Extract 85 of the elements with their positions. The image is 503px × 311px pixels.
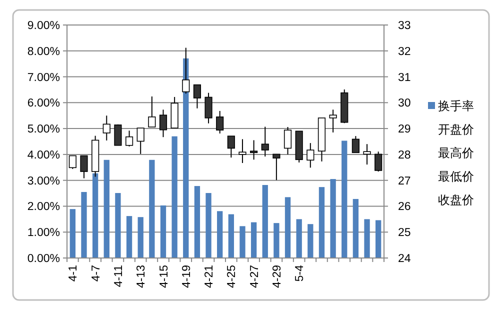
bar [115, 193, 121, 258]
candlestick [136, 128, 144, 154]
bar [160, 205, 166, 258]
bar [104, 160, 110, 258]
bar [217, 211, 223, 258]
candlestick [306, 142, 314, 168]
bar [318, 187, 325, 258]
text: 最低价 [438, 170, 474, 184]
bar [194, 186, 200, 258]
bar [206, 193, 212, 258]
x-tick-label: 4-11 [112, 265, 125, 288]
bar [172, 136, 178, 258]
candlestick [193, 84, 201, 109]
bar [296, 219, 302, 258]
y-tick-label: 0.00% [27, 253, 60, 266]
x-tick-label: 4-27 [248, 265, 261, 288]
bar [308, 224, 314, 258]
candlestick [216, 110, 224, 134]
candlestick [80, 155, 88, 179]
candlestick [148, 96, 156, 128]
y2-tick-label: 28 [398, 149, 411, 162]
bar [250, 222, 257, 258]
y-tick-label: 8.00% [27, 46, 60, 58]
candlestick [182, 47, 190, 94]
x-tick-label: 5-4 [294, 264, 306, 282]
candlestick [374, 151, 382, 172]
bar [342, 140, 348, 258]
bar [262, 184, 268, 258]
y-tick-label: 3.00% [27, 175, 60, 188]
y-tick-label: 5.00% [27, 124, 60, 136]
text: 开盘价 [438, 122, 474, 137]
y2-tick-label: 29 [398, 124, 411, 136]
y-tick-label: 9.00% [27, 20, 60, 32]
y2-tick-label: 33 [398, 20, 411, 32]
candlestick [204, 92, 212, 124]
y2-tick-label: 25 [398, 227, 411, 240]
candlestick [272, 154, 280, 181]
x-tick-label: 4-1 [68, 265, 80, 282]
candlestick [363, 144, 371, 166]
bar [376, 220, 382, 258]
x-tick-label: 4-21 [204, 265, 216, 288]
y2-tick-label: 27 [398, 175, 411, 188]
bar [364, 219, 370, 258]
y-tick-label: 4.00% [27, 149, 60, 162]
y2-tick-label: 24 [398, 253, 412, 266]
candlestick [261, 126, 269, 158]
candlestick [114, 124, 122, 146]
candlestick [125, 130, 134, 147]
y-tick-label: 7.00% [27, 72, 60, 84]
bar [81, 192, 87, 258]
candlestick [227, 136, 235, 158]
y2-tick-label: 26 [398, 201, 411, 214]
bar [284, 197, 291, 258]
y2-tick-label: 30 [398, 98, 411, 110]
y-tick-label: 6.00% [27, 98, 60, 110]
x-tick-label: 4-7 [90, 265, 102, 282]
x-tick-label: 4-13 [136, 265, 148, 288]
y2-tick-label: 32 [398, 46, 411, 58]
bar [126, 216, 132, 258]
x-tick-label: 4-29 [271, 265, 284, 288]
bar [330, 179, 336, 258]
bar [149, 160, 155, 258]
candlestick [159, 109, 168, 138]
y-tick-label: 1.00% [27, 227, 60, 240]
bar [240, 226, 246, 258]
candlestick [284, 126, 292, 155]
candlestick [329, 109, 337, 133]
text: 最高价 [438, 146, 474, 160]
bar [70, 209, 76, 258]
bar [138, 217, 144, 258]
bar [228, 214, 234, 258]
x-tick-label: 4-15 [158, 265, 170, 288]
bar [274, 223, 280, 258]
y2-tick-label: 31 [398, 72, 411, 84]
text: 收盘价 [438, 193, 474, 208]
y-tick-label: 2.00% [27, 201, 60, 214]
x-tick-label: 4-19 [180, 265, 193, 288]
bar [352, 198, 359, 258]
candlestick [68, 155, 76, 170]
candlestick [352, 136, 360, 154]
candlestick [250, 140, 258, 160]
candlestick [102, 115, 110, 141]
legend-label: 换手率 [438, 99, 474, 114]
x-tick-label: 4-25 [226, 265, 238, 288]
candlestick [238, 138, 246, 164]
